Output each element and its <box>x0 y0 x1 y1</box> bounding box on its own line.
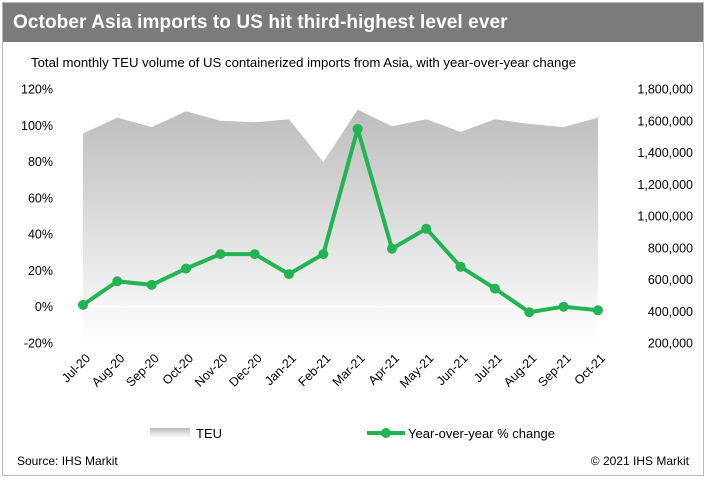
left-axis-tick: -20% <box>24 337 53 351</box>
x-axis-tick: Sep-20 <box>123 351 161 389</box>
legend-yoy-marker <box>381 428 391 438</box>
x-axis-tick: Jun-21 <box>434 351 471 388</box>
right-axis-tick: 1,600,000 <box>637 114 693 128</box>
yoy-point <box>318 249 329 260</box>
left-axis-tick: 40% <box>28 228 53 242</box>
yoy-point <box>524 307 535 318</box>
yoy-point <box>592 305 603 316</box>
left-axis-tick: 20% <box>28 264 53 278</box>
yoy-point <box>283 269 294 280</box>
left-axis-tick: 100% <box>21 119 53 133</box>
yoy-line <box>81 126 599 315</box>
yoy-point <box>215 249 226 260</box>
left-axis-tick: 120% <box>21 83 53 97</box>
x-axis-tick: Apr-21 <box>366 351 402 387</box>
x-axis-tick: Dec-20 <box>226 351 264 389</box>
left-axis-tick: 80% <box>28 155 53 169</box>
yoy-point <box>352 123 363 134</box>
right-axis-tick: 1,800,000 <box>637 83 693 97</box>
chart-title: October Asia imports to US hit third-hig… <box>13 12 508 33</box>
x-axis-tick: Jan-21 <box>262 351 299 388</box>
yoy-point <box>249 249 260 260</box>
x-axis-tick: Feb-21 <box>296 351 334 389</box>
yoy-point <box>386 243 397 254</box>
yoy-point <box>78 299 88 310</box>
chart-svg: -20% 0% 20% 40% 60% 80% 100% 120% 200,000 400,00… <box>21 83 693 442</box>
title-bar: October Asia imports to US hit third-hig… <box>3 3 703 42</box>
yoy-point <box>146 279 157 290</box>
left-axis-tick: 0% <box>35 300 53 314</box>
x-axis-tick: Sep-21 <box>535 351 573 389</box>
left-axis-tick: 60% <box>28 191 53 205</box>
legend-teu-label: TEU <box>196 426 222 441</box>
right-axis-tick: 600,000 <box>648 273 693 287</box>
copyright-note: © 2021 IHS Markit <box>590 454 689 468</box>
x-axis-tick: May-21 <box>397 351 436 390</box>
x-axis-tick: Mar-21 <box>330 351 368 389</box>
x-axis-tick: Oct-21 <box>572 351 608 387</box>
x-axis-tick: Oct-20 <box>160 351 196 387</box>
right-axis-tick: 400,000 <box>648 305 693 319</box>
x-axis-tick: Aug-21 <box>501 351 539 389</box>
yoy-point <box>180 263 191 274</box>
right-axis-tick: 1,000,000 <box>637 210 693 224</box>
x-axis-tick: Aug-20 <box>89 351 127 389</box>
right-axis-tick: 800,000 <box>648 241 693 255</box>
right-axis-tick: 1,400,000 <box>637 146 693 160</box>
chart-subtitle: Total monthly TEU volume of US container… <box>31 55 577 70</box>
yoy-point <box>455 261 466 272</box>
teu-area <box>83 109 598 343</box>
x-axis-tick: Nov-20 <box>192 351 230 389</box>
yoy-point <box>558 301 569 312</box>
right-axis-tick: 200,000 <box>648 337 693 351</box>
yoy-point <box>421 223 432 234</box>
right-axis-tick: 1,200,000 <box>637 178 693 192</box>
chart-frame: October Asia imports to US hit third-hig… <box>2 2 704 476</box>
yoy-point <box>489 283 500 294</box>
legend-yoy-label: Year-over-year % change <box>408 426 555 441</box>
source-note: Source: IHS Markit <box>17 454 118 468</box>
legend-teu-swatch <box>150 428 190 438</box>
yoy-point <box>112 276 123 287</box>
